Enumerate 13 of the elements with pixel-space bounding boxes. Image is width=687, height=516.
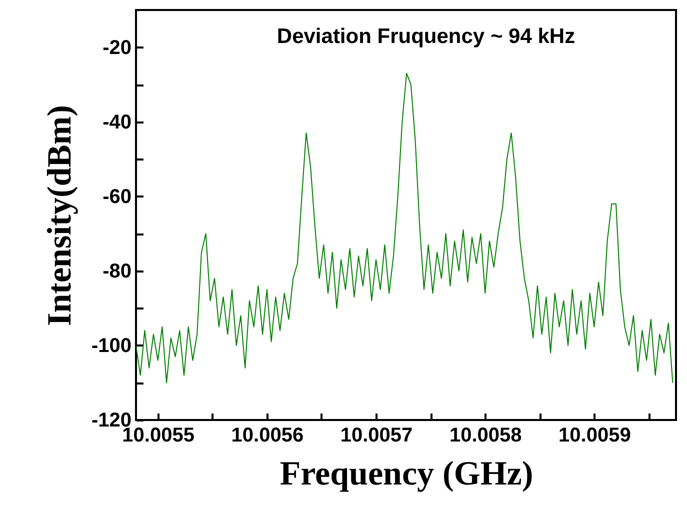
x-tick-label: 10.0056	[231, 424, 304, 446]
y-tick-label: -80	[102, 260, 132, 282]
y-axis-title: Intensity(dBm)	[41, 104, 78, 326]
x-axis-title: Frequency (GHz)	[280, 456, 534, 492]
x-tick-label: 10.0059	[558, 424, 631, 446]
annotation: Deviation Fruquency ~ 94 kHz	[276, 25, 576, 48]
x-tick-label: 10.0058	[449, 424, 522, 446]
x-tick-label: 10.0057	[340, 424, 413, 446]
y-tick-label: -40	[102, 111, 132, 134]
y-tick-label: -60	[102, 186, 132, 208]
y-tick-label: -100	[91, 334, 132, 357]
line-series	[136, 72, 674, 384]
y-tick-label: -20	[102, 36, 132, 59]
